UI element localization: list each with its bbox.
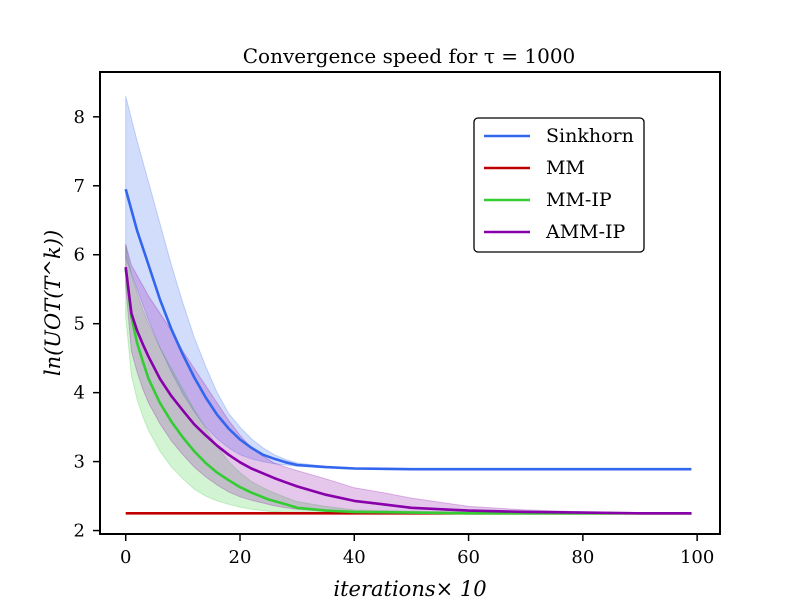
legend-label-sinkhorn: Sinkhorn	[546, 125, 634, 147]
legend-label-mm: MM	[546, 157, 585, 179]
line-amm-ip	[124, 266, 692, 515]
y-tick-label: 4	[74, 383, 85, 404]
axis-ticks: 0 20 40 60 80 100 2 3 4 5 6 7 8	[74, 107, 715, 568]
y-tick-label: 6	[74, 245, 85, 266]
legend: Sinkhorn MM MM-IP AMM-IP	[473, 117, 645, 253]
y-axis-label: ln(UOT(T^k))	[41, 230, 65, 376]
x-tick-label: 80	[571, 547, 594, 568]
x-tick-label: 40	[343, 547, 366, 568]
series-lines	[124, 188, 692, 515]
line-mm-ip	[124, 268, 692, 515]
legend-entries: Sinkhorn MM MM-IP AMM-IP	[484, 125, 634, 243]
line-sinkhorn	[124, 188, 692, 471]
x-axis-label: iterations× 10	[333, 577, 486, 600]
y-tick-label: 5	[74, 314, 85, 335]
y-tick-label: 7	[74, 176, 85, 197]
y-tick-label: 8	[74, 107, 85, 128]
plot-frame	[99, 71, 721, 535]
x-tick-label: 100	[680, 547, 714, 568]
x-tick-label: 20	[229, 547, 252, 568]
legend-frame	[473, 117, 645, 253]
chart-title: Convergence speed for τ = 1000	[243, 44, 576, 68]
x-tick-label: 60	[457, 547, 480, 568]
x-tick-label: 0	[120, 547, 131, 568]
y-tick-label: 3	[74, 452, 85, 473]
legend-label-amm-ip: AMM-IP	[545, 221, 626, 243]
legend-label-mm-ip: MM-IP	[546, 189, 612, 211]
y-tick-label: 2	[74, 521, 85, 542]
